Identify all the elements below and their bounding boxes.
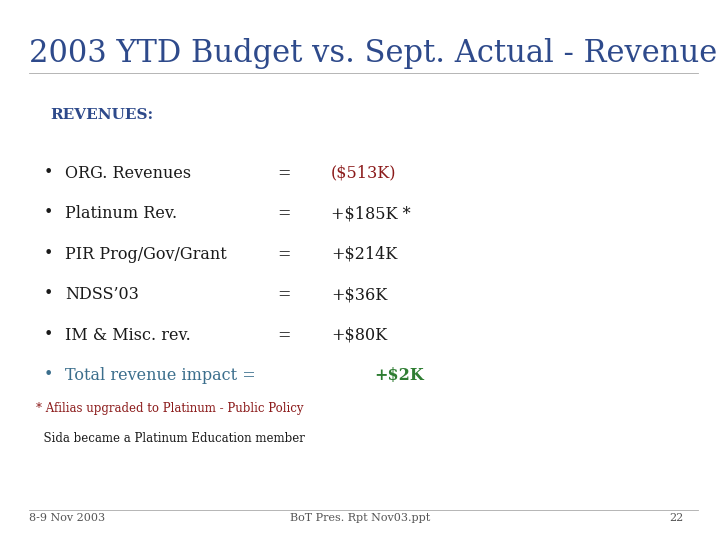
Text: =: = [277,327,291,343]
Text: * Afilias upgraded to Platinum - Public Policy: * Afilias upgraded to Platinum - Public … [36,402,304,415]
Text: ORG. Revenues: ORG. Revenues [65,165,191,181]
Text: NDSS’03: NDSS’03 [65,286,139,303]
Text: +$36K: +$36K [331,286,387,303]
Text: •: • [43,286,53,301]
Text: •: • [43,246,53,261]
Text: 22: 22 [670,513,684,523]
Text: 8-9 Nov 2003: 8-9 Nov 2003 [29,513,105,523]
Text: REVENUES:: REVENUES: [50,108,153,122]
Text: =: = [277,165,291,181]
Text: •: • [43,165,53,180]
Text: •: • [43,367,53,382]
Text: =: = [277,246,291,262]
Text: =: = [277,286,291,303]
Text: +$214K: +$214K [331,246,397,262]
Text: PIR Prog/Gov/Grant: PIR Prog/Gov/Grant [65,246,227,262]
Text: Platinum Rev.: Platinum Rev. [65,205,177,222]
Text: +$2K: +$2K [374,367,424,384]
Text: +$185K *: +$185K * [331,205,411,222]
Text: IM & Misc. rev.: IM & Misc. rev. [65,327,191,343]
Text: 2003 YTD Budget vs. Sept. Actual - Revenue: 2003 YTD Budget vs. Sept. Actual - Reven… [29,38,717,69]
Text: +$80K: +$80K [331,327,387,343]
Text: •: • [43,327,53,342]
Text: BoT Pres. Rpt Nov03.ppt: BoT Pres. Rpt Nov03.ppt [290,513,430,523]
Text: Total revenue impact =: Total revenue impact = [65,367,256,384]
Text: =: = [277,205,291,222]
Text: •: • [43,205,53,220]
Text: Sida became a Platinum Education member: Sida became a Platinum Education member [36,432,305,445]
Text: ($513K): ($513K) [331,165,397,181]
